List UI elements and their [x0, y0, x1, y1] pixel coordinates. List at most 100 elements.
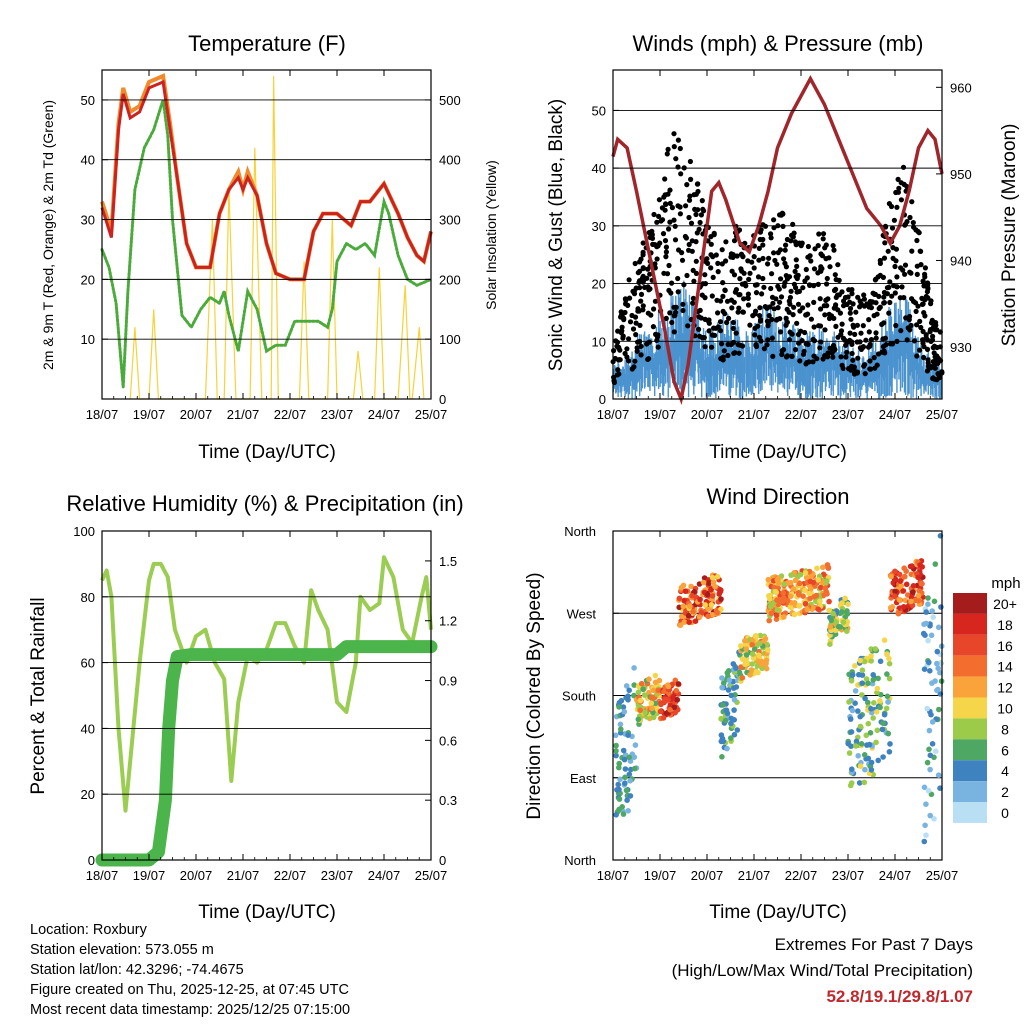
- temp-9m-line: [100, 73, 433, 282]
- temperature-ylabel: 2m & 9m T (Red, Orange) & 2m Td (Green): [40, 100, 56, 370]
- humidity-ytick-label: 20: [81, 787, 95, 802]
- direction-point: [935, 665, 941, 672]
- direction-points: [612, 533, 945, 845]
- gust-point: [829, 350, 835, 356]
- gust-point: [615, 367, 621, 373]
- gust-point: [752, 332, 758, 338]
- direction-point: [815, 577, 821, 583]
- gust-point: [766, 255, 772, 261]
- humidity-title: Relative Humidity (%) & Precipitation (i…: [66, 491, 463, 516]
- gust-point: [760, 242, 766, 248]
- direction-point: [826, 598, 832, 605]
- gust-point: [842, 337, 848, 343]
- direction-point: [712, 583, 718, 590]
- gust-point: [861, 363, 867, 369]
- gust-point: [805, 341, 811, 347]
- direction-point: [918, 580, 925, 587]
- gust-point: [849, 350, 855, 357]
- legend-label: 6: [1001, 742, 1009, 758]
- info-recent: Most recent data timestamp: 2025/12/25 0…: [30, 1002, 351, 1018]
- gust-point: [811, 324, 817, 330]
- gust-point: [753, 290, 760, 296]
- direction-point: [840, 619, 847, 625]
- gust-point: [863, 337, 869, 343]
- direction-point: [931, 816, 937, 822]
- humidity-ytick-label: 80: [81, 590, 95, 605]
- direction-point: [903, 581, 910, 588]
- winds-ytick-label: 0: [599, 392, 606, 407]
- direction-point: [768, 610, 775, 617]
- extremes-title: Extremes For Past 7 Days: [774, 935, 973, 954]
- gust-point: [800, 285, 806, 291]
- legend-label: 8: [1001, 721, 1009, 737]
- gust-point: [662, 238, 669, 244]
- legend-label: 4: [1001, 763, 1009, 779]
- gust-point: [757, 229, 764, 235]
- gust-point: [622, 296, 629, 302]
- gust-point: [787, 301, 793, 307]
- gust-point: [663, 201, 669, 207]
- winds-y2-ytick-label: 940: [950, 253, 972, 268]
- gust-point: [747, 270, 753, 276]
- direction-point: [765, 647, 771, 653]
- gust-point: [689, 238, 695, 244]
- gust-point: [638, 343, 644, 349]
- direction-point: [739, 675, 746, 681]
- gust-point: [795, 301, 802, 307]
- direction-point: [631, 765, 638, 772]
- direction-point: [861, 752, 868, 758]
- gust-point: [849, 339, 855, 345]
- direction-point: [766, 617, 772, 624]
- direction-point: [827, 641, 833, 647]
- gust-point: [896, 185, 902, 191]
- gust-point: [736, 227, 743, 233]
- gust-point: [675, 275, 681, 282]
- winds-panel: Winds (mph) & Pressure (mb) Time (Day/UT…: [546, 31, 1020, 463]
- gust-point: [690, 300, 696, 306]
- gust-point: [739, 281, 746, 287]
- direction-point: [743, 646, 749, 652]
- gust-point: [794, 263, 800, 269]
- gust-point: [623, 301, 629, 307]
- gust-point: [808, 316, 815, 322]
- gust-point: [637, 278, 643, 284]
- direction-ytick-label: West: [567, 606, 597, 621]
- gust-point: [930, 359, 936, 365]
- direction-point: [877, 658, 884, 665]
- humidity-ytick-label: 0: [88, 853, 95, 868]
- direction-point: [774, 597, 780, 603]
- gust-point: [745, 258, 751, 264]
- gust-point: [817, 323, 824, 329]
- gust-point: [735, 342, 741, 348]
- gust-point: [611, 378, 617, 384]
- gust-point: [666, 262, 672, 269]
- gust-point: [682, 233, 689, 240]
- direction-point: [738, 664, 744, 670]
- direction-point: [728, 715, 735, 722]
- gust-point: [650, 241, 656, 247]
- gust-point: [823, 242, 829, 248]
- gust-point: [908, 322, 914, 329]
- direction-point: [910, 583, 917, 589]
- direction-point: [613, 742, 619, 749]
- gust-point: [697, 219, 703, 226]
- direction-point: [828, 617, 835, 624]
- direction-point: [763, 660, 769, 667]
- gust-point: [922, 274, 928, 280]
- direction-point: [620, 811, 627, 817]
- gust-point: [887, 341, 894, 347]
- winds-xtick-label: 18/07: [597, 407, 630, 422]
- direction-ytick-label: North: [564, 853, 596, 868]
- gust-point: [749, 259, 755, 265]
- direction-point: [724, 745, 730, 752]
- humidity-xtick-label: 19/07: [133, 868, 166, 883]
- gust-point: [902, 262, 909, 268]
- direction-point: [921, 838, 928, 845]
- gust-point: [823, 297, 830, 303]
- direction-point: [900, 588, 907, 594]
- legend-swatch: [953, 676, 987, 698]
- direction-point: [936, 706, 942, 713]
- direction-point: [720, 702, 726, 708]
- winds-y2-ytick-label: 960: [950, 80, 972, 95]
- direction-point: [852, 700, 858, 706]
